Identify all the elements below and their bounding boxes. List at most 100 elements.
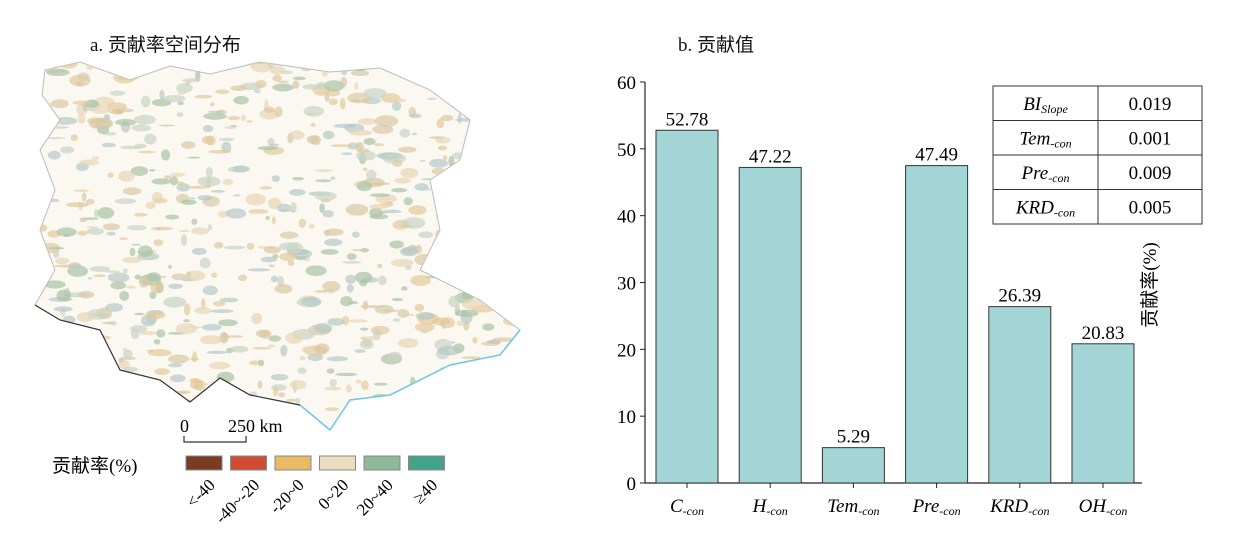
map-patch bbox=[175, 323, 197, 335]
map-patch bbox=[420, 178, 436, 181]
y-tick-label: 10 bbox=[617, 407, 636, 428]
map-patch bbox=[106, 231, 116, 236]
map-patch bbox=[437, 345, 461, 356]
map-patch bbox=[322, 70, 328, 77]
map-patch bbox=[291, 177, 305, 181]
map-patch bbox=[270, 275, 278, 283]
map-patch bbox=[354, 349, 366, 354]
map-patch bbox=[159, 89, 165, 100]
map-patch bbox=[199, 257, 211, 269]
map-patch bbox=[76, 329, 99, 336]
map-patch bbox=[274, 284, 293, 294]
map-patch bbox=[202, 285, 219, 296]
map-patch bbox=[72, 100, 92, 105]
map-patch bbox=[348, 129, 373, 136]
map-patch bbox=[428, 250, 435, 259]
map-patch bbox=[357, 118, 377, 125]
map-patch bbox=[126, 285, 136, 289]
map-patch bbox=[191, 247, 207, 256]
map-patch bbox=[444, 223, 465, 232]
map-patch bbox=[391, 297, 404, 302]
map-patch bbox=[442, 155, 448, 161]
map-patch bbox=[122, 268, 128, 274]
y-tick-label: 30 bbox=[617, 274, 636, 295]
map-patch bbox=[187, 156, 201, 159]
map-patch bbox=[459, 208, 465, 212]
map-patch bbox=[426, 97, 437, 101]
map-patch bbox=[53, 116, 78, 125]
map-patch bbox=[289, 188, 306, 196]
scalebar-start: 0 bbox=[180, 416, 189, 436]
map-patch bbox=[168, 354, 190, 364]
map-patch bbox=[345, 384, 352, 393]
map-patch bbox=[137, 245, 153, 257]
map-patch bbox=[450, 230, 459, 233]
map-patch bbox=[322, 130, 335, 140]
map-patch bbox=[324, 407, 340, 412]
map-patch bbox=[330, 144, 352, 148]
map-patch bbox=[287, 260, 295, 266]
map-patch bbox=[485, 278, 508, 282]
map-patch bbox=[374, 382, 388, 386]
map-patch bbox=[102, 223, 120, 231]
map-patch bbox=[314, 169, 333, 173]
map-patch bbox=[389, 240, 404, 249]
map-patch bbox=[505, 85, 518, 92]
map-patch bbox=[491, 361, 507, 373]
map-patch bbox=[373, 143, 385, 147]
map-patch bbox=[448, 295, 461, 308]
map-patch bbox=[88, 118, 112, 130]
map-patch bbox=[114, 198, 136, 205]
map-patch bbox=[158, 124, 175, 127]
map-patch bbox=[280, 345, 288, 357]
map-patch bbox=[81, 192, 87, 202]
map-patch bbox=[504, 205, 520, 214]
map-patch bbox=[390, 258, 414, 267]
map-patch bbox=[472, 336, 478, 344]
map-patch bbox=[138, 276, 150, 288]
map-patch bbox=[372, 124, 394, 134]
map-patch bbox=[251, 312, 263, 325]
map-patch bbox=[40, 164, 48, 176]
map-patch bbox=[223, 335, 244, 338]
map-patch bbox=[420, 383, 430, 395]
map-patch bbox=[341, 152, 353, 156]
map-patch bbox=[285, 332, 303, 344]
map-patch bbox=[91, 106, 111, 114]
map-patch bbox=[497, 62, 510, 67]
map-patch bbox=[48, 376, 72, 381]
map-patch bbox=[227, 116, 241, 121]
map-patch bbox=[190, 379, 203, 390]
x-tick-label: Tem-con bbox=[827, 496, 879, 518]
map-patch bbox=[476, 383, 495, 389]
map-patch bbox=[170, 391, 190, 395]
map-patch bbox=[246, 242, 255, 250]
map-patch bbox=[208, 149, 232, 154]
map-patch bbox=[366, 169, 377, 181]
map-patch bbox=[411, 62, 431, 69]
map-patch bbox=[210, 189, 226, 193]
map-patch bbox=[110, 281, 127, 290]
map-patch bbox=[253, 89, 262, 94]
map-patch bbox=[53, 306, 73, 312]
map-patch bbox=[441, 233, 462, 240]
map-patch bbox=[486, 171, 505, 180]
map-patch bbox=[438, 366, 459, 376]
table-cell bbox=[1097, 189, 1203, 225]
map-patch bbox=[483, 139, 504, 144]
map-patch bbox=[495, 91, 509, 103]
map-patch bbox=[263, 106, 275, 113]
map-patch bbox=[202, 135, 214, 145]
map-patch bbox=[426, 251, 437, 262]
map-patch bbox=[43, 113, 56, 125]
map-patch bbox=[184, 270, 206, 281]
map-patch bbox=[203, 112, 227, 120]
map-patch bbox=[480, 236, 485, 247]
legend-label: ≥40 bbox=[409, 475, 441, 507]
map-patch bbox=[414, 403, 422, 411]
map-patch bbox=[420, 330, 429, 334]
map-patch bbox=[257, 380, 263, 389]
map-patch bbox=[191, 218, 198, 225]
map-patch bbox=[305, 265, 327, 277]
map-patch bbox=[414, 392, 436, 400]
